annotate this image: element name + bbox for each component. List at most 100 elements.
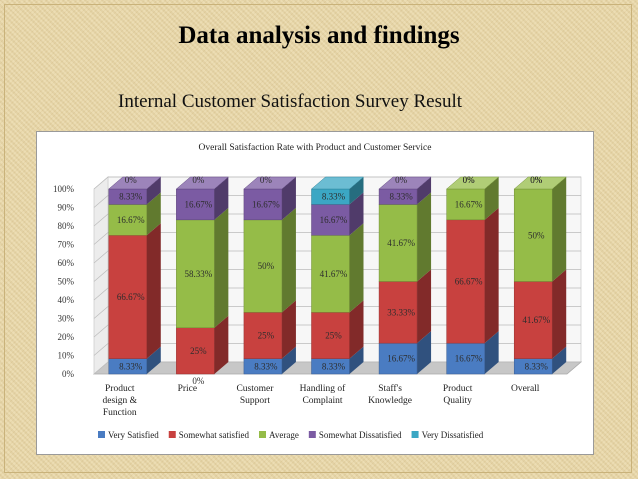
bar-segment-side <box>349 177 364 205</box>
bar-segment <box>378 204 418 282</box>
bar-segment-side <box>214 177 229 220</box>
bar-top-cap <box>445 176 500 190</box>
bar-segment <box>311 312 350 359</box>
y-tick-label: 10% <box>58 351 75 361</box>
data-label: 66.67% <box>455 276 483 286</box>
bar-segment-side <box>417 269 432 344</box>
bar-segment-side <box>349 192 364 236</box>
data-label: 16.67% <box>117 215 145 225</box>
data-label: 16.67% <box>455 199 483 209</box>
data-label: 33.33% <box>387 307 415 317</box>
bar-segment-side <box>417 177 432 205</box>
data-label: 16.67% <box>387 354 415 364</box>
data-label: 66.67% <box>117 292 145 302</box>
legend-swatch <box>259 431 266 438</box>
data-label: 25% <box>325 330 342 340</box>
x-category-label: Quality <box>443 396 472 406</box>
bar-segment <box>243 188 283 221</box>
x-category-label: Product <box>443 384 473 394</box>
bar-segment-side <box>349 346 364 374</box>
data-label: 8.33% <box>119 361 143 371</box>
bar-top-cap <box>310 176 365 190</box>
data-label: 41.67% <box>387 238 415 248</box>
bar-segment-side <box>349 223 364 313</box>
x-category-label: Customer <box>236 384 274 394</box>
y-tick-label: 80% <box>58 221 75 231</box>
bar-segment <box>108 235 148 359</box>
data-label: 58.33% <box>184 269 212 279</box>
bar-segment <box>311 204 350 236</box>
bar-segment <box>311 235 350 313</box>
bar-segment-side <box>146 177 161 205</box>
bar-segment <box>176 188 215 221</box>
data-label: 8.33% <box>525 361 549 371</box>
data-label: 50% <box>258 261 275 271</box>
slide-subtitle: Internal Customer Satisfaction Survey Re… <box>118 91 463 112</box>
chart-area: Overall Satisfaction Rate with Product a… <box>36 131 594 455</box>
y-tick-label: 40% <box>58 295 75 305</box>
data-label: 16.67% <box>455 354 483 364</box>
legend-swatch <box>308 431 316 438</box>
data-label: 16.67% <box>184 199 212 209</box>
bar-segment <box>446 219 485 344</box>
x-category-label: Knowledge <box>368 396 412 406</box>
legend-swatch <box>168 431 176 438</box>
legend-entry: Average <box>269 430 299 440</box>
bar-segment-side <box>281 346 296 374</box>
bar-top-cap <box>175 176 230 190</box>
bar-segment-side <box>417 192 432 282</box>
y-tick-label: 20% <box>58 332 75 342</box>
data-label: 25% <box>258 330 275 340</box>
bar-top-cap <box>108 176 162 190</box>
bar-segment <box>513 188 553 282</box>
bar-segment-side <box>281 177 296 220</box>
y-tick-label: 70% <box>58 240 75 250</box>
bar-segment-side <box>281 300 296 359</box>
bar-segment-side <box>552 177 567 282</box>
bar-segment <box>176 219 215 328</box>
slide-title: Data analysis and findings <box>178 22 460 49</box>
bar-segment <box>446 342 485 375</box>
x-category-label: design & <box>102 396 137 406</box>
bar-segment-side <box>484 176 499 220</box>
bar-segment-side <box>146 192 161 236</box>
bar-segment-side <box>349 300 364 359</box>
bar-segment-side <box>484 331 499 374</box>
data-label: 0% <box>463 175 476 185</box>
x-category-label: Product <box>105 384 135 394</box>
y-tick-label: 50% <box>58 277 75 287</box>
bar-segment-side <box>214 315 229 374</box>
data-label: 0% <box>463 175 476 185</box>
data-label: 8.33% <box>322 192 346 202</box>
data-label: 41.67% <box>522 315 550 325</box>
bar-top-cap <box>378 176 432 190</box>
bar-segment-side <box>417 331 432 374</box>
data-label: 25% <box>190 346 207 356</box>
legend-entry: Very Dissatisfied <box>422 430 484 440</box>
data-label: 41.67% <box>320 269 348 279</box>
bar-segment-side <box>484 207 499 344</box>
data-label: 50% <box>528 230 545 240</box>
bar-segment <box>378 281 418 344</box>
chart-title: Overall Satisfaction Rate with Product a… <box>199 142 432 153</box>
legend-swatch <box>411 431 419 438</box>
data-label: 0% <box>530 175 543 185</box>
bar-segment <box>513 281 553 359</box>
data-label: 8.33% <box>254 361 278 371</box>
bar-segment-side <box>552 269 567 359</box>
bar-segment-side <box>281 207 296 313</box>
bar-top-cap <box>243 176 297 190</box>
data-label: 0% <box>192 175 205 185</box>
data-label: 8.33% <box>322 361 346 371</box>
y-tick-label: 60% <box>58 258 75 268</box>
y-tick-label: 30% <box>58 314 75 324</box>
bar-segment <box>108 204 148 236</box>
data-label: 0% <box>395 175 408 185</box>
bar-segment-side <box>146 346 161 374</box>
x-category-label: Overall <box>511 384 540 394</box>
x-category-label: Support <box>240 396 270 406</box>
data-label: 0% <box>125 175 137 185</box>
legend-entry: Very Satisfied <box>108 430 159 440</box>
y-tick-label: 100% <box>53 184 75 194</box>
bar-segment-side <box>552 346 567 374</box>
